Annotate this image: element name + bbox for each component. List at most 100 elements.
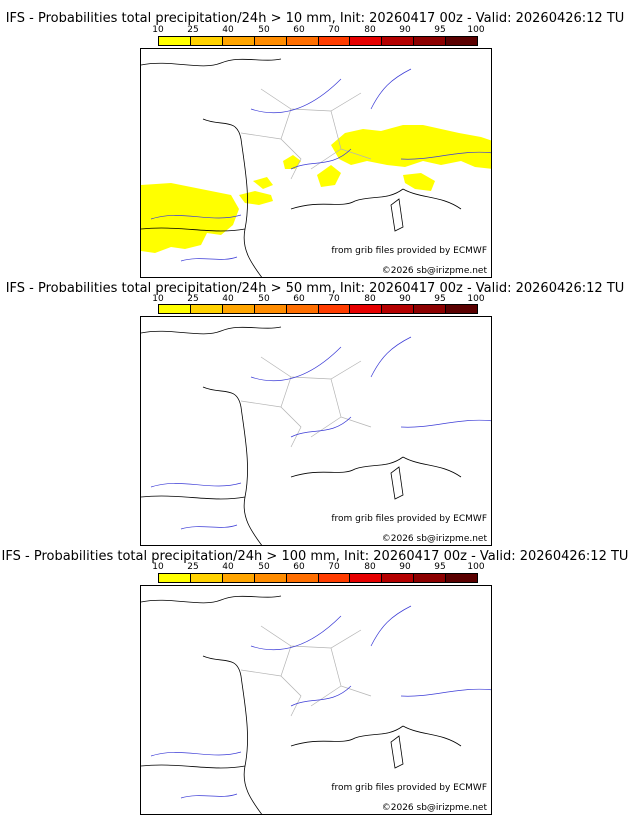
colorbar-segment [159,574,191,582]
precip-area-italy [403,173,435,191]
legend-ticks: 10 25 40 50 60 70 80 90 95 100 [152,562,484,574]
river-line [150,336,491,530]
coast-line [141,326,462,545]
precip-areas [141,125,491,253]
legend-tick: 100 [467,294,485,304]
rivers [150,336,491,530]
precip-area-aquitaine [239,191,273,205]
colorbar-segment [286,37,319,45]
legend-tick: 80 [364,25,376,35]
legend-tick: 95 [434,562,446,572]
admin-borders [240,625,372,717]
legend-tick: 25 [187,294,199,304]
colorbar-segment [446,37,478,45]
border-line [240,88,372,180]
legend-tick: 60 [293,294,305,304]
precip-area-massif [317,165,341,187]
river-line [150,605,491,799]
legend-tick: 100 [467,562,485,572]
legend-tick: 80 [364,294,376,304]
colorbar-segment [350,305,383,313]
legend-tick: 50 [258,294,270,304]
border-line [240,625,372,717]
panel-title: IFS - Probabilities total precipitation/… [5,281,625,296]
colorbar-segment [382,305,415,313]
colorbar-segment [222,305,255,313]
credit-text: from grib files provided by ECMWF [331,514,487,524]
admin-borders [240,356,372,448]
map-10mm: from grib files provided by ECMWF ©2026 … [140,48,492,278]
legend-ticks: 10 25 40 50 60 70 80 90 95 100 [152,294,484,306]
colorbar-segment [190,305,223,313]
legend-tick: 25 [187,562,199,572]
colorbar-segment [382,574,415,582]
coast-line [141,58,462,277]
copyright-text: ©2026 sb@irizpme.net [381,266,487,276]
colorbar-segment [414,574,447,582]
coastline [141,595,462,814]
legend-tick: 50 [258,562,270,572]
panel-title: IFS - Probabilities total precipitation/… [5,11,625,26]
coast-line [141,595,462,814]
colorbar-segment [318,305,351,313]
admin-borders [240,88,372,180]
colorbar-segment [254,37,287,45]
precip-area-alps [331,125,491,169]
legend-tick: 100 [467,25,485,35]
legend-tick: 80 [364,562,376,572]
legend-tick: 90 [399,562,411,572]
legend-tick: 60 [293,562,305,572]
legend-tick: 70 [328,294,340,304]
colorbar-segment [159,37,191,45]
legend-tick: 70 [328,25,340,35]
colorbar-segment [222,37,255,45]
legend-tick: 40 [222,25,234,35]
coastline [141,326,462,545]
colorbar-segment [222,574,255,582]
legend-tick: 50 [258,25,270,35]
legend-tick: 10 [152,294,164,304]
legend-tick: 95 [434,25,446,35]
colorbar-segment [446,305,478,313]
credit-text: from grib files provided by ECMWF [331,783,487,793]
copyright-text: ©2026 sb@irizpme.net [381,534,487,544]
precip-area-france-west [283,155,301,169]
credit-text: from grib files provided by ECMWF [331,246,487,256]
border-line [240,356,372,448]
colorbar [158,36,478,46]
colorbar [158,304,478,314]
rivers [150,605,491,799]
colorbar-segment [350,574,383,582]
panel-title: IFS - Probabilities total precipitation/… [1,549,629,564]
colorbar-segment [254,305,287,313]
legend-tick: 95 [434,294,446,304]
colorbar-segment [190,574,223,582]
legend-tick: 90 [399,25,411,35]
legend-tick: 10 [152,25,164,35]
coastline [141,58,462,277]
colorbar-segment [190,37,223,45]
colorbar-segment [446,574,478,582]
legend-tick: 60 [293,25,305,35]
colorbar-segment [350,37,383,45]
map-graphic [141,595,491,814]
legend-tick: 40 [222,294,234,304]
legend-tick: 90 [399,294,411,304]
colorbar-segment [286,305,319,313]
precip-area-france-center [253,177,273,189]
map-100mm: from grib files provided by ECMWF ©2026 … [140,585,492,815]
colorbar-segment [318,37,351,45]
colorbar-segment [254,574,287,582]
colorbar-segment [414,305,447,313]
legend-tick: 25 [187,25,199,35]
rivers [150,68,491,262]
map-50mm: from grib files provided by ECMWF ©2026 … [140,316,492,546]
legend-ticks: 10 25 40 50 60 70 80 90 95 100 [152,25,484,37]
map-graphic [141,58,491,277]
river-line [150,68,491,262]
colorbar-segment [318,574,351,582]
colorbar [158,573,478,583]
colorbar-segment [159,305,191,313]
colorbar-segment [382,37,415,45]
legend-tick: 70 [328,562,340,572]
